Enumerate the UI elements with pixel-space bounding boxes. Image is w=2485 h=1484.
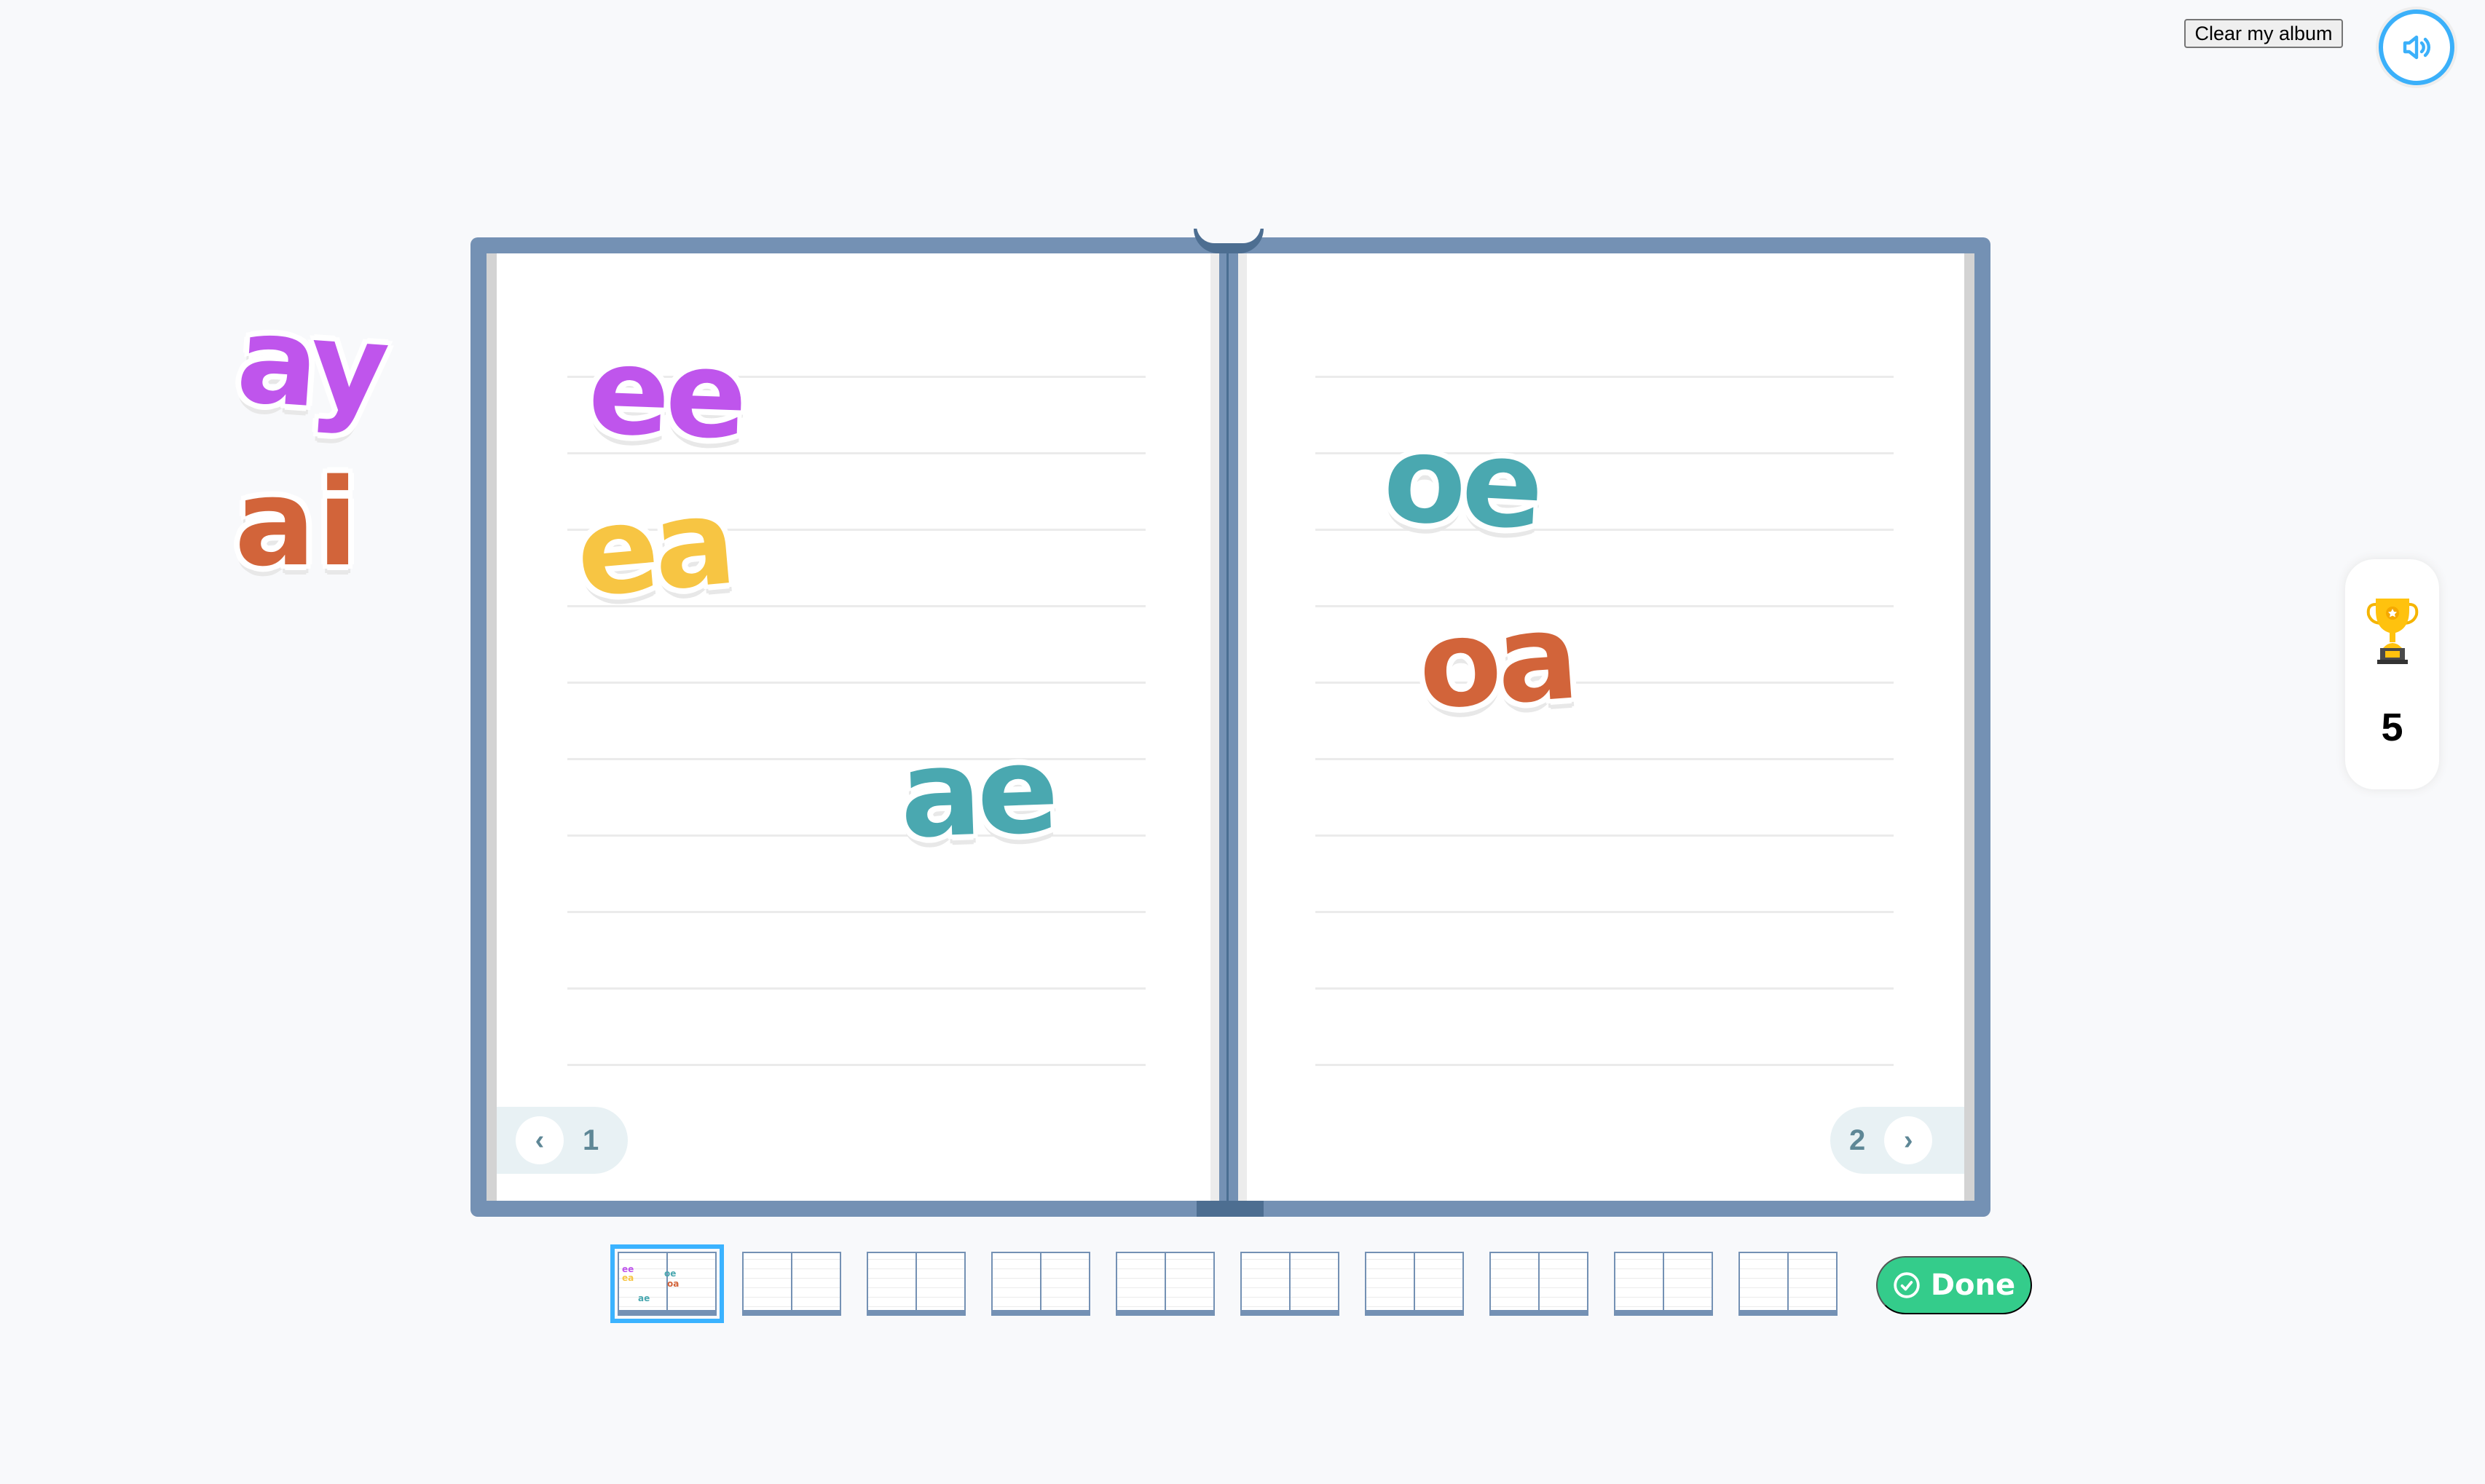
thumbnail-spread-7[interactable] [1365,1252,1464,1316]
spine-bottom [1197,1201,1264,1217]
left-page: ‹ 1 [487,253,1219,1201]
thumbnail-spread-9[interactable] [1614,1252,1713,1316]
thumbnail-page [1664,1253,1712,1310]
thumbnail-spread-8[interactable] [1489,1252,1588,1316]
thumbnail-page [1540,1253,1587,1310]
page-number: 2 [1849,1124,1866,1156]
speaker-icon [2403,35,2430,60]
thumbnail-spread-6[interactable] [1240,1252,1339,1316]
thumbnail-spread-1[interactable]: ee ea ae oe oa [610,1244,724,1323]
placed-sticker-ae[interactable]: ae [897,719,1057,865]
thumbnail-spread-4[interactable] [991,1252,1090,1316]
thumbnail-sticker: ee [622,1264,634,1274]
thumbnail-spread-2[interactable] [742,1252,841,1316]
thumbnail-page [619,1253,666,1310]
next-page-button[interactable]: › [1884,1116,1933,1164]
thumbnail-page [1041,1253,1089,1310]
chevron-left-icon: ‹ [535,1124,545,1156]
thumbnail-page [744,1253,791,1310]
thumbnail-page [1740,1253,1787,1310]
clear-album-button[interactable]: Clear my album [2184,19,2343,48]
sound-button[interactable] [2379,9,2454,85]
placed-sticker-oa[interactable]: oa [1414,585,1579,737]
page-lines [567,376,1146,1067]
thumbnail-page [917,1253,964,1310]
book-spine [1226,253,1229,1201]
thumbnail-page [1366,1253,1414,1310]
spine-clip [1194,226,1264,253]
thumbnail-page [1615,1253,1663,1310]
placed-sticker-ea[interactable]: ea [570,471,737,624]
thumbnail-spread-10[interactable] [1738,1252,1838,1316]
thumbnail-page [1291,1253,1338,1310]
thumbnail-page [1117,1253,1165,1310]
thumbnail-page [668,1253,715,1310]
thumbnail-sticker: ae [638,1293,650,1303]
placed-sticker-oe[interactable]: oe [1380,408,1543,556]
score-value: 5 [2381,706,2403,749]
check-circle-icon [1894,1272,1920,1298]
thumbnail-spread-5[interactable] [1116,1252,1215,1316]
chevron-right-icon: › [1903,1124,1913,1156]
thumbnail-page [1789,1253,1836,1310]
thumbnail-page [993,1253,1040,1310]
thumbnail-sticker: oa [667,1279,680,1289]
page-number: 1 [583,1124,599,1156]
album-book: ‹ 1 2 › [470,226,1990,1217]
sticker-ai[interactable]: ai [235,453,360,593]
done-button[interactable]: Done [1876,1256,2032,1314]
done-label: Done [1930,1268,2016,1302]
page-lines [1315,376,1894,1067]
thumbnail-page [1166,1253,1213,1310]
prev-page-control: ‹ 1 [497,1107,628,1174]
thumbnail-page [792,1253,840,1310]
trophy-icon [2366,599,2419,664]
thumbnail-page [1242,1253,1289,1310]
thumbnail-sticker: ea [622,1273,634,1283]
thumbnail-spread-3[interactable] [867,1252,966,1316]
score-card: 5 [2345,559,2439,789]
placed-sticker-ee[interactable]: ee [586,320,746,466]
right-page: 2 › [1238,253,1974,1201]
thumbnail-page [1491,1253,1538,1310]
thumbnail-page [868,1253,915,1310]
prev-page-button[interactable]: ‹ [516,1116,564,1164]
sticker-ay[interactable]: ay [232,289,390,439]
thumbnail-page [1415,1253,1462,1310]
next-page-control: 2 › [1830,1107,1964,1174]
thumbnail-sticker: oe [664,1268,677,1279]
